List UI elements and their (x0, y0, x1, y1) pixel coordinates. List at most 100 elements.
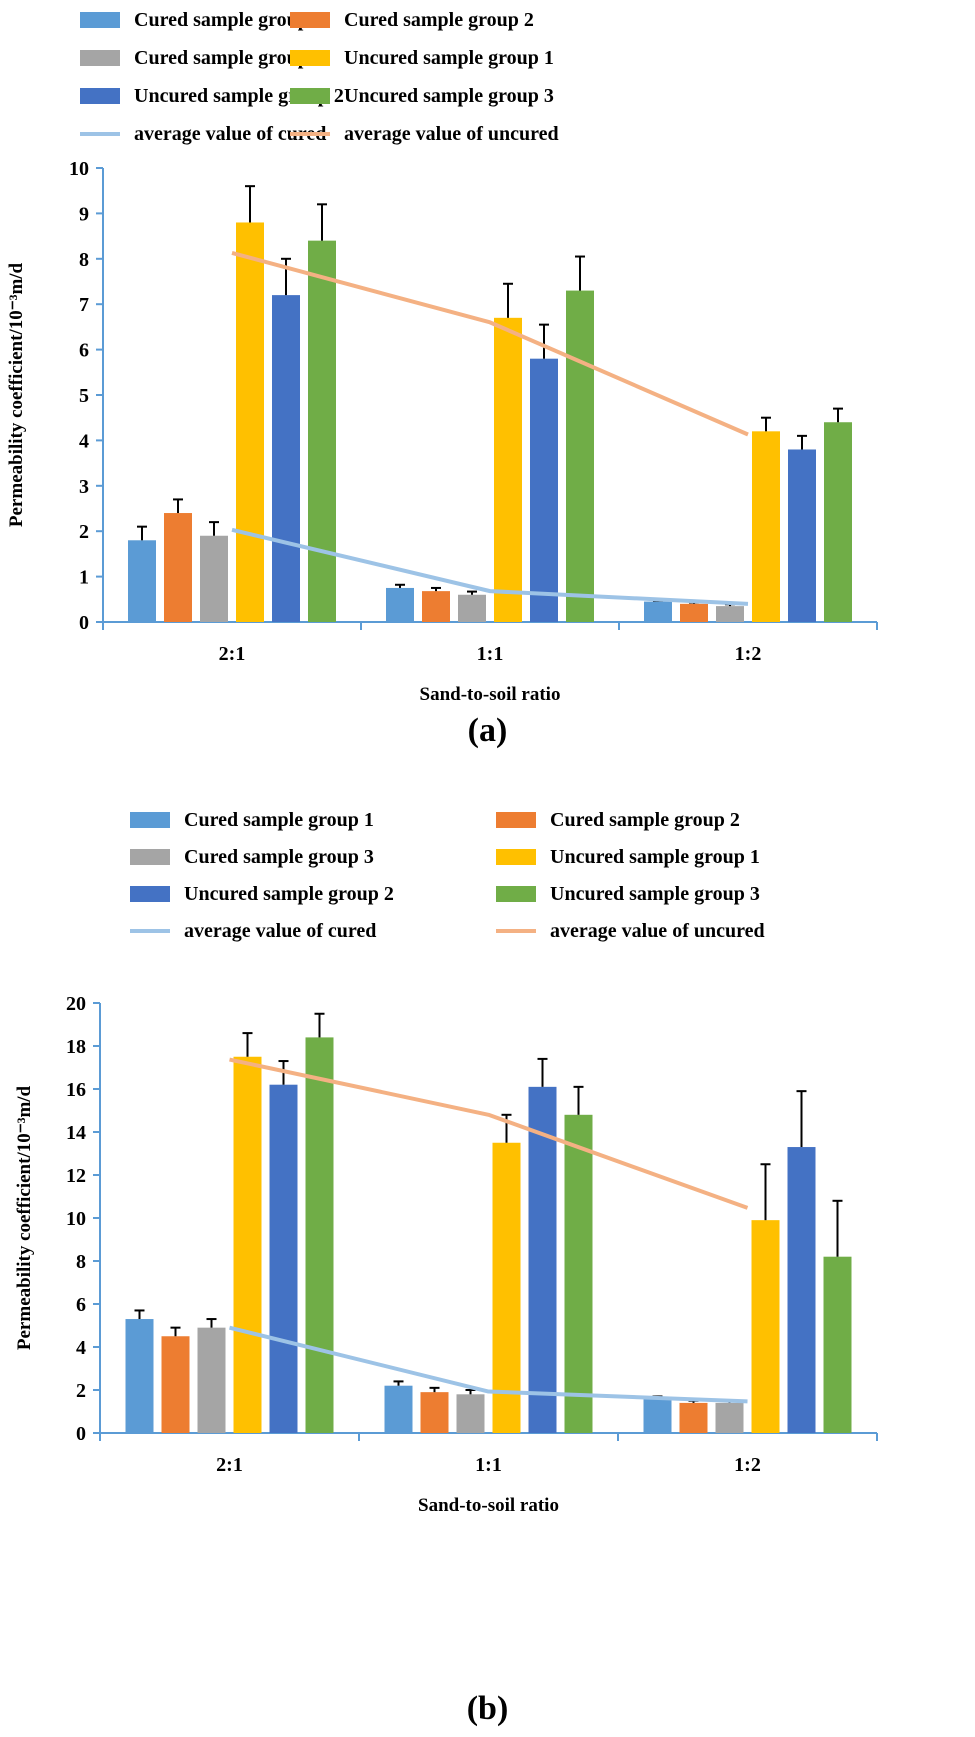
bar (272, 295, 300, 622)
legend-color-swatch (80, 88, 120, 104)
bar (384, 1385, 413, 1433)
legend-item: Cured sample group 3 (130, 842, 374, 872)
bar (643, 1398, 672, 1433)
bar (823, 1256, 852, 1433)
bar (197, 1327, 226, 1433)
legend-item: Cured sample group 1 (80, 5, 324, 35)
panel-label-b: (b) (466, 1690, 509, 1727)
y-tick-label: 10 (66, 1208, 86, 1230)
x-tick-label: 2:1 (216, 1454, 243, 1476)
y-tick-label: 12 (66, 1165, 86, 1187)
legend-color-swatch (496, 812, 536, 828)
bar (751, 1220, 780, 1433)
bar (824, 422, 852, 622)
legend-item: Uncured sample group 1 (496, 842, 760, 872)
bar (456, 1394, 485, 1433)
legend-label: Uncured sample group 1 (344, 46, 554, 69)
y-tick-label: 20 (66, 993, 86, 1015)
legend-label: Cured sample group 2 (550, 808, 740, 831)
legend-color-swatch (496, 886, 536, 902)
legend-label: Uncured sample group 3 (344, 84, 554, 107)
chart-a: 0 1 2 3 4 5 6 7 8 9 10 2:1 1:1 1:2 Sand-to-soil ratio P… (6, 158, 878, 705)
panel-label-a: (a) (467, 712, 508, 749)
legend-color-swatch (80, 50, 120, 66)
legend-label: average value of cured (184, 919, 377, 942)
average-uncured-line (229, 1057, 749, 1210)
legend-color-swatch (130, 812, 170, 828)
x-tick-label: 1:2 (735, 643, 762, 665)
y-tick-label: 1 (79, 567, 89, 589)
x-tick-label: 1:1 (477, 643, 504, 665)
y-tick-label: 4 (76, 1337, 86, 1359)
legend-color-swatch (290, 88, 330, 104)
x-tick-label: 1:2 (734, 1454, 761, 1476)
y-tick-label: 7 (79, 294, 89, 316)
y-axis-title: Permeability coefficient/10⁻³m/d (6, 262, 27, 527)
bar (715, 1402, 744, 1433)
y-tick-label: 14 (66, 1122, 86, 1144)
y-tick-label: 2 (76, 1380, 86, 1402)
x-tick-label: 1:1 (475, 1454, 502, 1476)
bar (269, 1084, 298, 1433)
bar (422, 591, 450, 622)
bar (679, 1402, 708, 1433)
legend-color-swatch (290, 12, 330, 28)
legend-line-swatch (290, 132, 330, 136)
y-tick-label: 8 (79, 249, 89, 271)
legend-item: Uncured sample group 3 (290, 81, 554, 111)
y-tick-label: 6 (79, 340, 89, 362)
bar (788, 449, 816, 622)
legend-item: Cured sample group 2 (496, 805, 740, 835)
legend-line-swatch (80, 132, 120, 136)
bar (680, 603, 708, 622)
legend-label: Cured sample group 1 (134, 8, 324, 31)
legend-color-swatch (130, 849, 170, 865)
y-tick-label: 5 (79, 385, 89, 407)
y-tick-label: 18 (66, 1036, 86, 1058)
y-tick-label: 16 (66, 1079, 86, 1101)
legend-label: Cured sample group 2 (344, 8, 534, 31)
y-tick-label: 10 (69, 158, 89, 180)
bar (644, 601, 672, 622)
bar (787, 1147, 816, 1433)
legend-color-swatch (496, 849, 536, 865)
legend-label: Cured sample group 3 (134, 46, 324, 69)
x-axis-title: Sand-to-soil ratio (420, 684, 561, 705)
legend-color-swatch (80, 12, 120, 28)
average-cured-line (229, 1325, 748, 1404)
legend-item: Uncured sample group 2 (130, 879, 394, 909)
bar (386, 587, 414, 622)
y-axis-title: Permeability coefficient/10⁻³m/d (14, 1085, 35, 1350)
legend-line-swatch (130, 929, 170, 933)
legend-item: Cured sample group 1 (130, 805, 374, 835)
legend-label: average value of uncured (344, 122, 559, 145)
legend-item: average value of uncured (496, 916, 765, 946)
legend-item: average value of uncured (290, 119, 559, 149)
bar (305, 1037, 334, 1433)
bar (752, 431, 780, 622)
legend-label: average value of cured (134, 122, 327, 145)
bar (716, 606, 744, 622)
bar (308, 240, 336, 622)
legend-label: Cured sample group 1 (184, 808, 374, 831)
bar (528, 1086, 557, 1433)
y-tick-label: 0 (79, 612, 89, 634)
legend-label: Uncured sample group 1 (550, 845, 760, 868)
bar (494, 317, 522, 622)
legend-label: Cured sample group 3 (184, 845, 374, 868)
legend-color-swatch (290, 50, 330, 66)
legend-item: average value of cured (80, 119, 326, 149)
y-tick-label: 2 (79, 521, 89, 543)
bar (125, 1319, 154, 1433)
x-tick-label: 2:1 (219, 643, 246, 665)
legend-item: Cured sample group 3 (80, 43, 324, 73)
legend-color-swatch (130, 886, 170, 902)
y-tick-label: 0 (76, 1423, 86, 1445)
bar (164, 513, 192, 622)
bar (566, 290, 594, 622)
average-cured-line (231, 527, 749, 606)
y-tick-label: 4 (79, 430, 89, 452)
y-tick-label: 9 (79, 203, 89, 225)
legend-label: Uncured sample group 2 (184, 882, 394, 905)
